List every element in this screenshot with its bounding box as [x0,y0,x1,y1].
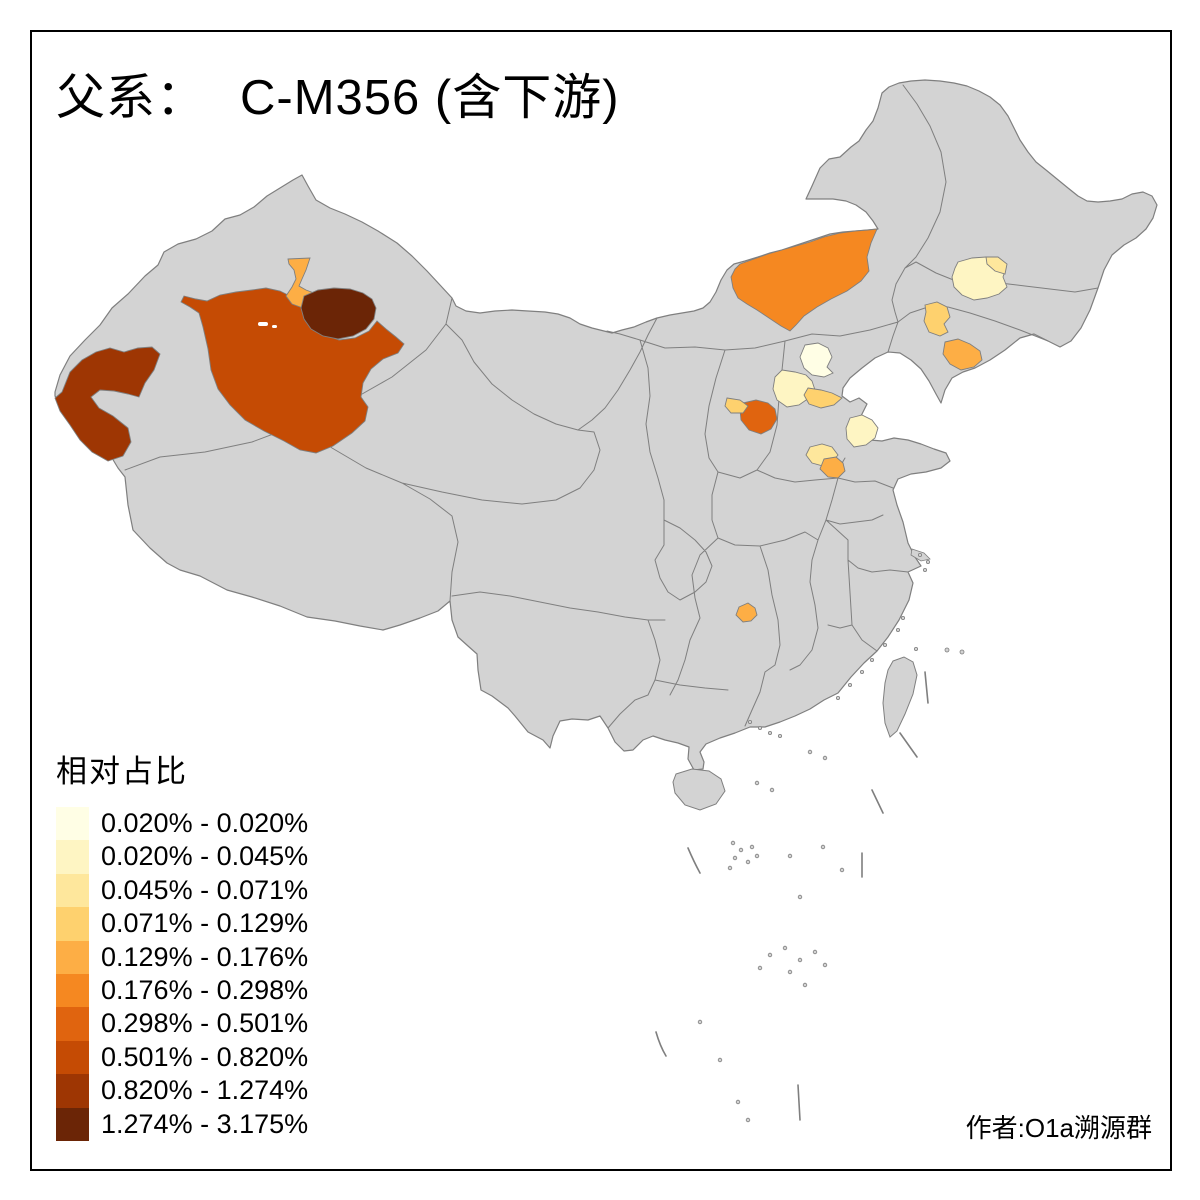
legend: 相对占比 0.020% - 0.020% 0.020% - 0.045% 0.045… [56,746,308,1141]
legend-label: 0.020% - 0.045% [101,841,309,872]
legend-swatch [56,907,89,941]
legend-entry: 0.176% - 0.298% [56,973,309,1008]
legend-label: 0.298% - 0.501% [101,1008,309,1039]
legend-rows: 0.020% - 0.020% 0.020% - 0.045% 0.045% - 0… [56,807,308,1141]
legend-entry: 0.129% - 0.176% [56,940,309,974]
author-credit: 作者:O1a溯源群 [965,1113,1152,1143]
legend-swatch [56,1007,89,1041]
legend-label: 0.176% - 0.298% [101,974,309,1005]
region-beijing [799,342,834,378]
legend-label: 0.020% - 0.020% [101,808,309,838]
legend-label: 0.820% - 1.274% [101,1075,309,1106]
region-cangzhou-hebei [803,387,843,409]
legend-swatch [56,807,89,841]
legend-label: 0.501% - 0.820% [101,1041,309,1072]
legend-entry: 0.020% - 0.020% [56,807,309,841]
taiwan-island [882,656,918,738]
region-north-shandong [845,414,879,448]
region-xilingol-inner-mongolia [730,228,878,332]
small-islands [697,553,965,1123]
legend-label: 0.045% - 0.071% [101,874,309,905]
map-title-prefix: 父系： [56,70,207,125]
legend-swatch [56,973,89,1008]
legend-swatch [56,873,89,908]
region-jilin-city [985,256,1008,275]
mainland-china-outline [54,79,1158,771]
legend-entry: 0.820% - 1.274% [56,1074,309,1108]
map-title: 父系： C-M356 (含下游) [56,58,620,129]
shihezi-enclave-dots [258,322,277,328]
legend-title: 相对占比 [56,754,188,789]
hainan-island [672,768,726,811]
legend-swatch [56,1074,89,1108]
legend-entry: 0.501% - 0.820% [56,1040,309,1075]
region-changsha-hunan [735,602,758,623]
legend-swatch [56,1040,89,1075]
region-taiyuan-west-tail [724,397,749,414]
legend-entry: 0.298% - 0.501% [56,1007,309,1041]
legend-entry: 0.071% - 0.129% [56,907,309,941]
legend-label: 0.129% - 0.176% [101,941,309,972]
sea-boundary-dashes [655,671,929,1121]
legend-entry: 0.020% - 0.045% [56,840,309,874]
region-tieling-liaoning [923,301,951,337]
map-title-haplogroup: C-M356 (含下游) [240,71,620,125]
region-baoding-hebei [772,369,816,408]
legend-swatch [56,1107,89,1141]
legend-label: 0.071% - 0.129% [101,908,309,939]
legend-entry: 0.045% - 0.071% [56,873,309,908]
region-heze-southwest-shandong [819,456,846,479]
region-central-xinjiang [180,287,405,454]
legend-entry: 1.274% - 3.175% [56,1107,309,1141]
region-changji-northeast-xinjiang [300,287,377,340]
region-dandong-liaoning [942,338,983,371]
legend-swatch [56,940,89,974]
legend-swatch [56,840,89,874]
choropleth-regions [54,228,1008,623]
region-kashgar-west-xinjiang [54,346,161,462]
legend-label: 1.274% - 3.175% [101,1108,309,1139]
region-taiyuan-shanxi [739,399,778,435]
